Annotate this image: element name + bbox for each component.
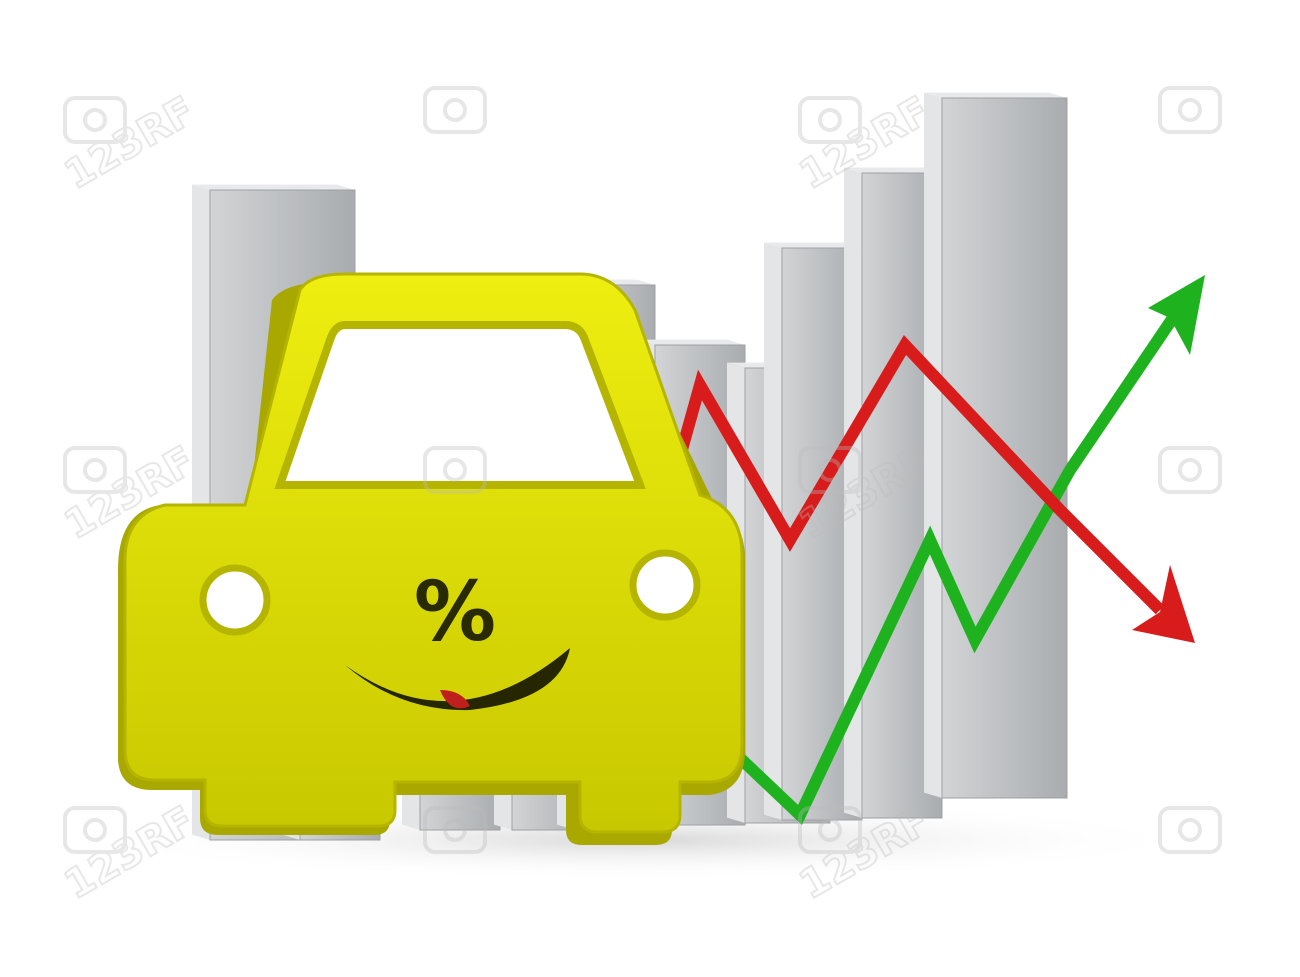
camera-watermark-icon xyxy=(63,806,127,854)
camera-watermark-icon xyxy=(423,806,487,854)
percent-icon: % xyxy=(414,565,496,660)
trend-down-arrow-icon xyxy=(1132,565,1195,643)
car-icon: % xyxy=(118,272,745,845)
camera-watermark-icon xyxy=(1158,86,1222,134)
camera-watermark-icon xyxy=(798,96,862,144)
right-headlight xyxy=(629,549,701,621)
camera-watermark-icon xyxy=(798,806,862,854)
smile-icon xyxy=(345,648,570,711)
trend-up-arrow-icon xyxy=(1148,275,1205,355)
watermark xyxy=(423,446,487,494)
watermark xyxy=(1158,86,1222,134)
camera-watermark-icon xyxy=(1158,806,1222,854)
camera-watermark-icon xyxy=(1158,446,1222,494)
camera-watermark-icon xyxy=(423,446,487,494)
watermark: 123RF xyxy=(56,87,204,200)
camera-watermark-icon xyxy=(63,96,127,144)
watermark xyxy=(423,86,487,134)
camera-watermark-icon xyxy=(63,446,127,494)
watermark xyxy=(423,806,487,854)
car-window xyxy=(274,321,646,489)
camera-watermark-icon xyxy=(798,446,862,494)
watermark xyxy=(1158,446,1222,494)
watermark xyxy=(1158,806,1222,854)
left-headlight xyxy=(199,564,271,636)
camera-watermark-icon xyxy=(423,86,487,134)
smile-tongue xyxy=(440,690,470,709)
